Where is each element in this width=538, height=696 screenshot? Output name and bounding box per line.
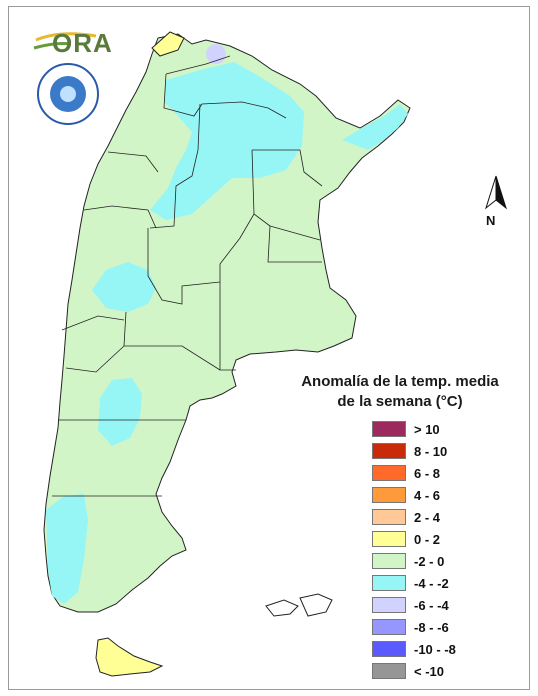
legend-label: > 10 [414,421,440,437]
ora-logo-text: ORA [52,28,113,58]
legend-label: 8 - 10 [414,443,448,459]
warm-spot-north [151,31,185,57]
tierra-del-fuego [95,637,164,677]
legend-item: < -10 [372,660,456,682]
legend-title-line1: Anomalía de la temp. media [301,373,499,390]
legend-label: -8 - -6 [414,619,449,635]
legend-title-line2: de la semana (°C) [337,393,463,410]
legend-item: -2 - 0 [372,550,456,572]
mainland-argentina [43,33,411,613]
legend-item: -4 - -2 [372,572,456,594]
legend-item: 8 - 10 [372,440,456,462]
legend-label: -6 - -4 [414,597,449,613]
ora-logo-icon [33,32,97,50]
cold-zone-cuyo [92,262,156,312]
legend-swatch [372,531,406,547]
province-boundaries [52,55,323,497]
legend-swatch [372,421,406,437]
legend-item: -10 - -8 [372,638,456,660]
legend-label: -4 - -2 [414,575,449,591]
legend-list: > 10 8 - 10 6 - 8 4 - 6 2 - 4 0 - 2 -2 -… [372,418,456,682]
legend-swatch [372,509,406,525]
north-label: N [486,213,496,228]
legend-item: > 10 [372,418,456,440]
legend-label: 0 - 2 [414,531,441,547]
legend-swatch [372,465,406,481]
legend-swatch [372,663,406,679]
cold-zone-patagonia-north [98,378,142,446]
legend-swatch [372,597,406,613]
legend-label: -2 - 0 [414,553,445,569]
legend-label: 6 - 8 [414,465,441,481]
legend-item: -8 - -6 [372,616,456,638]
legend-swatch [372,553,406,569]
legend-title: Anomalía de la temp. media de la semana … [288,372,512,412]
legend-swatch [372,443,406,459]
legend-swatch [372,575,406,591]
legend-item: 0 - 2 [372,528,456,550]
legend-item: 2 - 4 [372,506,456,528]
cold-zone-patagonia-south [46,494,88,604]
legend-swatch [372,619,406,635]
cold-zone-northeast [342,104,408,150]
malvinas-islands [265,593,333,617]
north-arrow-icon [485,175,507,210]
legend-item: -6 - -4 [372,594,456,616]
legend-label: 4 - 6 [414,487,441,503]
smn-seal-icon [37,63,99,125]
cold-zone-north [150,62,304,220]
legend-item: 6 - 8 [372,462,456,484]
legend-label: 2 - 4 [414,509,441,525]
legend-label: < -10 [414,663,444,679]
legend-swatch [372,487,406,503]
legend-item: 4 - 6 [372,484,456,506]
legend-swatch [372,641,406,657]
legend-label: -10 - -8 [414,641,456,657]
